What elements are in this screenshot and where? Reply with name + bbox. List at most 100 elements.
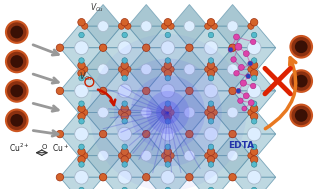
- Text: Cu$^{2+}$: Cu$^{2+}$: [9, 141, 30, 154]
- Circle shape: [186, 88, 192, 94]
- Circle shape: [6, 51, 28, 72]
- Circle shape: [118, 127, 132, 141]
- Polygon shape: [232, 65, 276, 91]
- Circle shape: [242, 106, 247, 111]
- Circle shape: [146, 91, 190, 134]
- Circle shape: [122, 58, 128, 63]
- FancyArrowPatch shape: [265, 58, 296, 129]
- Circle shape: [250, 62, 258, 69]
- Circle shape: [184, 21, 195, 32]
- Circle shape: [6, 21, 28, 43]
- Circle shape: [99, 44, 107, 51]
- Circle shape: [118, 66, 125, 72]
- Circle shape: [121, 19, 128, 26]
- Circle shape: [143, 131, 149, 137]
- Circle shape: [248, 153, 254, 159]
- Circle shape: [186, 87, 193, 95]
- Circle shape: [121, 105, 128, 112]
- Circle shape: [165, 162, 170, 167]
- Polygon shape: [171, 69, 208, 91]
- Circle shape: [78, 156, 85, 163]
- Circle shape: [250, 156, 258, 163]
- Circle shape: [141, 64, 152, 75]
- Circle shape: [143, 131, 149, 137]
- Polygon shape: [232, 48, 276, 73]
- Circle shape: [118, 84, 132, 98]
- Circle shape: [142, 44, 150, 51]
- Circle shape: [99, 130, 107, 138]
- Polygon shape: [128, 156, 165, 177]
- Circle shape: [143, 45, 149, 51]
- Polygon shape: [103, 48, 146, 73]
- Circle shape: [250, 148, 258, 156]
- Polygon shape: [214, 112, 251, 134]
- Circle shape: [82, 109, 88, 116]
- Circle shape: [295, 75, 308, 88]
- Circle shape: [227, 107, 238, 118]
- Circle shape: [75, 170, 88, 184]
- Circle shape: [131, 75, 205, 150]
- Circle shape: [227, 21, 238, 32]
- Circle shape: [248, 100, 254, 106]
- Circle shape: [6, 110, 28, 131]
- Polygon shape: [85, 134, 121, 156]
- Polygon shape: [214, 69, 251, 91]
- Circle shape: [6, 80, 28, 102]
- Circle shape: [75, 127, 88, 141]
- Text: EDTA: EDTA: [228, 141, 254, 150]
- Circle shape: [165, 32, 170, 38]
- Polygon shape: [146, 91, 190, 116]
- Circle shape: [250, 19, 258, 26]
- Circle shape: [204, 153, 211, 159]
- Circle shape: [156, 101, 180, 124]
- Polygon shape: [214, 134, 251, 156]
- Circle shape: [114, 59, 222, 167]
- Polygon shape: [232, 134, 276, 160]
- Polygon shape: [146, 108, 190, 134]
- Circle shape: [164, 148, 171, 156]
- Circle shape: [75, 41, 88, 55]
- Polygon shape: [190, 65, 232, 91]
- Circle shape: [79, 101, 84, 106]
- Polygon shape: [171, 112, 208, 134]
- Circle shape: [204, 170, 218, 184]
- Circle shape: [142, 87, 150, 95]
- Circle shape: [161, 84, 175, 98]
- Circle shape: [122, 187, 128, 189]
- Circle shape: [162, 153, 168, 159]
- Circle shape: [252, 32, 257, 38]
- Circle shape: [229, 130, 236, 138]
- Polygon shape: [103, 152, 146, 177]
- Polygon shape: [60, 177, 103, 189]
- Polygon shape: [146, 152, 190, 177]
- Circle shape: [162, 66, 168, 72]
- Circle shape: [250, 39, 256, 45]
- Circle shape: [118, 109, 125, 116]
- Circle shape: [121, 113, 128, 120]
- Text: $V_{Cu}$: $V_{Cu}$: [80, 70, 93, 83]
- Circle shape: [79, 58, 84, 63]
- Circle shape: [161, 41, 175, 55]
- Polygon shape: [128, 134, 165, 156]
- Circle shape: [246, 74, 251, 79]
- Polygon shape: [171, 5, 208, 26]
- Circle shape: [161, 170, 175, 184]
- Circle shape: [143, 45, 149, 51]
- Circle shape: [229, 45, 236, 51]
- Circle shape: [122, 144, 128, 149]
- Text: $V_{Cu}$: $V_{Cu}$: [90, 2, 104, 14]
- Circle shape: [168, 109, 174, 116]
- Circle shape: [247, 41, 261, 55]
- Circle shape: [186, 130, 193, 138]
- Circle shape: [252, 144, 257, 149]
- Polygon shape: [146, 65, 190, 91]
- Circle shape: [56, 130, 64, 138]
- Circle shape: [207, 156, 215, 163]
- Circle shape: [143, 174, 149, 180]
- Circle shape: [122, 162, 128, 167]
- Polygon shape: [146, 177, 190, 189]
- Circle shape: [79, 144, 84, 149]
- Circle shape: [122, 101, 128, 106]
- Circle shape: [78, 62, 85, 69]
- Polygon shape: [146, 48, 190, 73]
